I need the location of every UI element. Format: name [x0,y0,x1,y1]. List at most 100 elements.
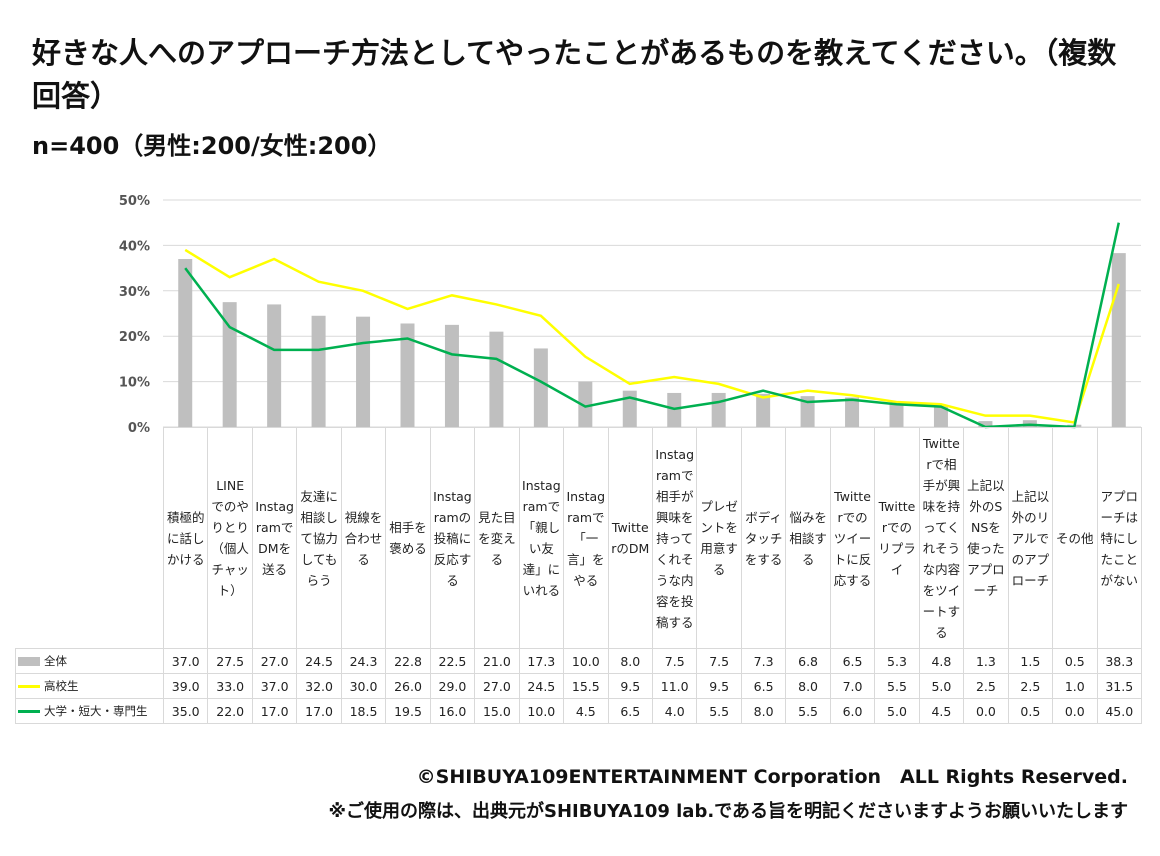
data-label: 30.0 [340,673,387,699]
bar-0-17 [933,405,948,427]
data-label: 5.0 [874,698,920,724]
data-label: 27.0 [474,673,520,699]
category-label: LINEでのやりとり（個人チャット） [207,427,253,649]
data-label: 15.0 [474,698,520,724]
table-row: 高校生 39.0 33.0 37.0 32.0 30.0 26.0 29.0 27.0 24.5 1… [15,673,1142,699]
data-label: 37.0 [251,673,298,699]
data-label: 4.8 [918,648,965,674]
category-label: Instagramで相手が興味を持ってくれそうな内容を投稿する [651,427,698,649]
category-label: Twitterで相手が興味を持ってくれそうな内容をツイートする [918,427,965,649]
bar-0-3 [311,315,326,427]
data-label: 7.3 [740,648,787,674]
bar-0-5 [400,323,415,427]
bar-0-18 [978,421,993,427]
bar-0-15 [845,397,860,427]
bar-0-6 [444,324,459,427]
bar-0-2 [267,304,282,427]
data-label: 1.3 [963,648,1009,674]
bar-0-7 [489,331,504,427]
data-label: 32.0 [296,673,342,699]
data-label: 9.5 [696,673,742,699]
category-label: 相手を褒める [385,427,431,649]
category-label: アプローチは特にしたことがない [1096,427,1142,649]
data-label: 2.5 [963,673,1009,699]
category-label: TwitterのDM [607,427,653,649]
data-label: 10.0 [518,698,565,724]
bar-0-21 [1111,253,1126,427]
data-label: 0.5 [1052,648,1098,674]
category-label: プレゼントを用意する [696,427,742,649]
data-label: 5.0 [918,673,965,699]
data-label: 5.5 [874,673,920,699]
data-label: 0.5 [1007,698,1054,724]
data-label: 6.8 [785,648,831,674]
data-label: 6.5 [740,673,787,699]
data-label: 29.0 [429,673,476,699]
category-label: 上記以外のSNSを使ったアプローチ [963,427,1009,649]
data-label: 9.5 [607,673,653,699]
category-label: ボディタッチをする [740,427,787,649]
data-label: 21.0 [474,648,520,674]
data-label: 11.0 [651,673,698,699]
category-label: Twitterでのツイートに反応する [829,427,876,649]
data-label: 22.0 [207,698,253,724]
data-label: 8.0 [607,648,653,674]
data-label: 4.5 [563,698,609,724]
data-label: 17.0 [251,698,298,724]
bar-0-10 [622,390,637,427]
y-tick-label: 30% [119,285,150,300]
category-label: その他 [1052,427,1098,649]
data-label: 17.3 [518,648,565,674]
data-label: 5.5 [696,698,742,724]
category-label: 視線を合わせる [340,427,387,649]
y-tick-label: 20% [119,330,150,345]
data-table: 積極的に話しかける LINEでのやりとり（個人チャット） InstagramでDMを… [15,427,1142,724]
category-label: InstagramでDMを送る [251,427,298,649]
table-row: 大学・短大・専門生 35.0 22.0 17.0 17.0 18.5 19.5 16.0 15.… [15,698,1142,724]
data-label: 8.0 [785,673,831,699]
data-label: 17.0 [296,698,342,724]
y-tick-label: 40% [119,239,150,254]
bar-0-9 [578,381,593,427]
bar-0-13 [756,393,771,427]
category-label: Instagramで「一言」をやる [563,427,609,649]
data-label: 24.5 [296,648,342,674]
data-label: 37.0 [162,648,209,674]
y-tick-label: 0% [128,421,150,436]
data-label: 0.0 [1052,698,1098,724]
data-label: 6.0 [829,698,876,724]
category-label: 友達に相談して協力してもらう [296,427,342,649]
data-label: 8.0 [740,698,787,724]
bar-0-16 [889,402,904,427]
legend-label: 高校生 [44,679,79,693]
bar-0-12 [711,392,726,427]
category-label: 上記以外のリアルでのアプローチ [1007,427,1054,649]
data-label: 24.5 [518,673,565,699]
line-series-1 [184,248,1120,424]
data-label: 0.0 [963,698,1009,724]
data-label: 4.0 [651,698,698,724]
data-label: 22.8 [385,648,431,674]
legend-label: 大学・短大・専門生 [44,704,148,718]
usage-note: ※ご使用の際は、出典元がSHIBUYA109 lab.である旨を明記くださいます… [328,801,1129,822]
legend-entry: 高校生 [15,673,164,699]
chart-plot: 0% 10% 20% 30% 40% 50% [119,194,1141,436]
data-label: 38.3 [1096,648,1142,674]
category-label: Twitterでのリプライ [874,427,920,649]
data-label: 5.5 [785,698,831,724]
bar-0-4 [356,316,371,427]
data-label: 4.5 [918,698,965,724]
data-label: 1.0 [1052,673,1098,699]
y-tick-label: 50% [119,194,150,209]
data-label: 18.5 [340,698,387,724]
copyright: ©SHIBUYA109ENTERTAINMENT Corporation ALL… [416,766,1128,788]
data-label: 6.5 [607,698,653,724]
legend-entry: 全体 [15,648,164,674]
data-label: 16.0 [429,698,476,724]
legend-entry: 大学・短大・専門生 [15,698,164,724]
data-label: 35.0 [162,698,209,724]
data-label: 45.0 [1096,698,1142,724]
chart-title: 好きな人へのアプローチ方法としてやったことがあるものを教えてください。（複数回答… [32,36,1117,113]
category-label: Instagramで「親しい友達」にいれる [518,427,565,649]
legend-label: 全体 [44,654,67,668]
